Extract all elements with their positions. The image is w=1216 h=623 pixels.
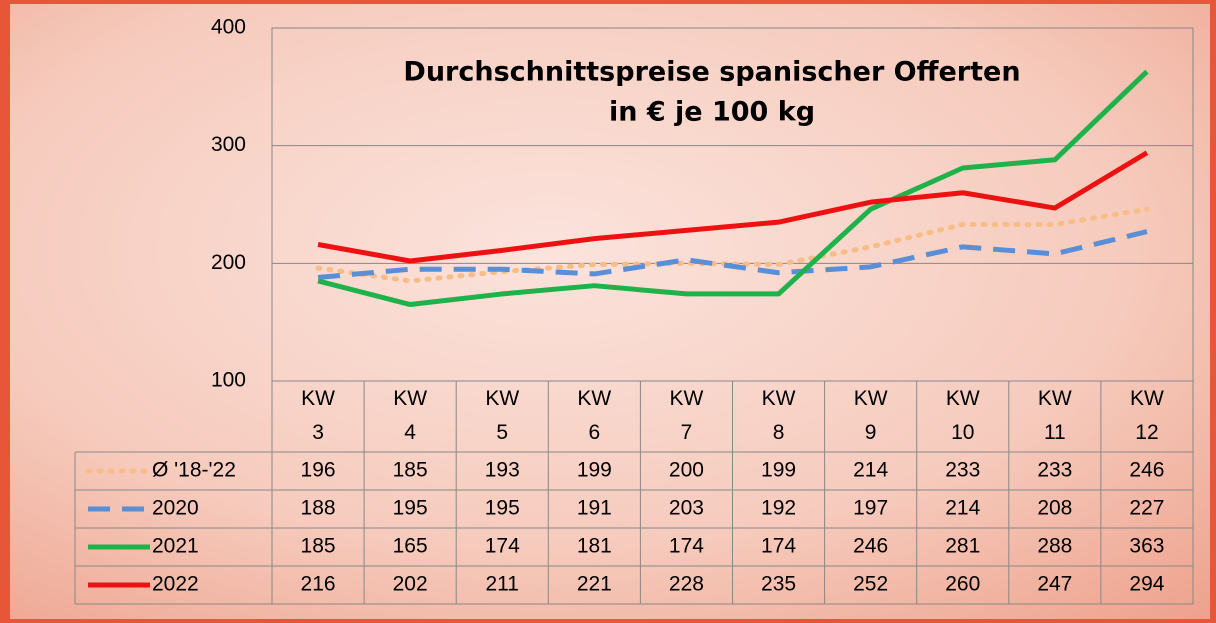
x-tick-label: KW 4 xyxy=(393,387,427,444)
table-value: 281 xyxy=(945,535,980,558)
table-value: 188 xyxy=(301,497,336,520)
table-value: 174 xyxy=(669,535,704,558)
table-value: 227 xyxy=(1129,497,1164,520)
table-value: 228 xyxy=(669,573,704,596)
table-value: 294 xyxy=(1129,573,1164,596)
table-value: 233 xyxy=(1037,459,1072,482)
table-value: 246 xyxy=(853,535,888,558)
table-value: 195 xyxy=(485,497,520,520)
table-value: 174 xyxy=(761,535,796,558)
table-value: 199 xyxy=(761,459,796,482)
table-value: 233 xyxy=(945,459,980,482)
legend-label: 2021 xyxy=(152,535,199,558)
x-tick-label: KW 11 xyxy=(1038,387,1072,444)
table-value: 185 xyxy=(301,535,336,558)
x-tick-label: KW 12 xyxy=(1130,387,1164,444)
y-tick-label: 300 xyxy=(211,133,246,156)
table-value: 195 xyxy=(393,497,428,520)
y-tick-label: 100 xyxy=(211,369,246,392)
x-tick-label: KW 5 xyxy=(485,387,519,444)
table-value: 192 xyxy=(761,497,796,520)
table-value: 235 xyxy=(761,573,796,596)
table-value: 211 xyxy=(486,573,519,596)
table-value: 363 xyxy=(1129,535,1164,558)
table-value: 165 xyxy=(393,535,428,558)
x-tick-label: KW 6 xyxy=(577,387,611,444)
chart-title: Durchschnittspreise spanischer Offerten xyxy=(403,57,1020,88)
table-value: 246 xyxy=(1129,459,1164,482)
table-value: 197 xyxy=(853,497,888,520)
series-line xyxy=(317,150,1149,264)
table-value: 174 xyxy=(485,535,520,558)
table-value: 185 xyxy=(393,459,428,482)
table-value: 247 xyxy=(1037,573,1072,596)
y-tick-label: 200 xyxy=(211,251,246,274)
table-value: 202 xyxy=(393,573,428,596)
x-tick-label: KW 8 xyxy=(762,387,796,444)
x-tick-label: KW 9 xyxy=(854,387,888,444)
table-value: 200 xyxy=(669,459,704,482)
table-value: 191 xyxy=(577,497,612,520)
table-value: 214 xyxy=(853,459,888,482)
table-value: 260 xyxy=(945,573,980,596)
x-tick-label: KW 10 xyxy=(946,387,980,444)
y-tick-label: 400 xyxy=(211,16,246,39)
chart-title: in € je 100 kg xyxy=(609,97,815,128)
table-value: 214 xyxy=(945,497,980,520)
legend-label: 2020 xyxy=(152,497,199,520)
legend-label: 2022 xyxy=(152,573,199,596)
table-value: 203 xyxy=(669,497,704,520)
series-line xyxy=(317,69,1149,308)
table-value: 221 xyxy=(577,573,612,596)
x-tick-label: KW 3 xyxy=(301,387,335,444)
x-tick-label: KW 7 xyxy=(670,387,704,444)
table-value: 288 xyxy=(1037,535,1072,558)
table-value: 193 xyxy=(485,459,520,482)
table-value: 181 xyxy=(577,535,612,558)
table-value: 208 xyxy=(1037,497,1072,520)
series-line xyxy=(317,229,1148,280)
background xyxy=(10,4,1210,619)
legend-label: Ø '18-'22 xyxy=(152,459,236,482)
table-value: 196 xyxy=(301,459,336,482)
table-value: 252 xyxy=(853,573,888,596)
table-value: 199 xyxy=(577,459,612,482)
table-value: 216 xyxy=(301,573,336,596)
